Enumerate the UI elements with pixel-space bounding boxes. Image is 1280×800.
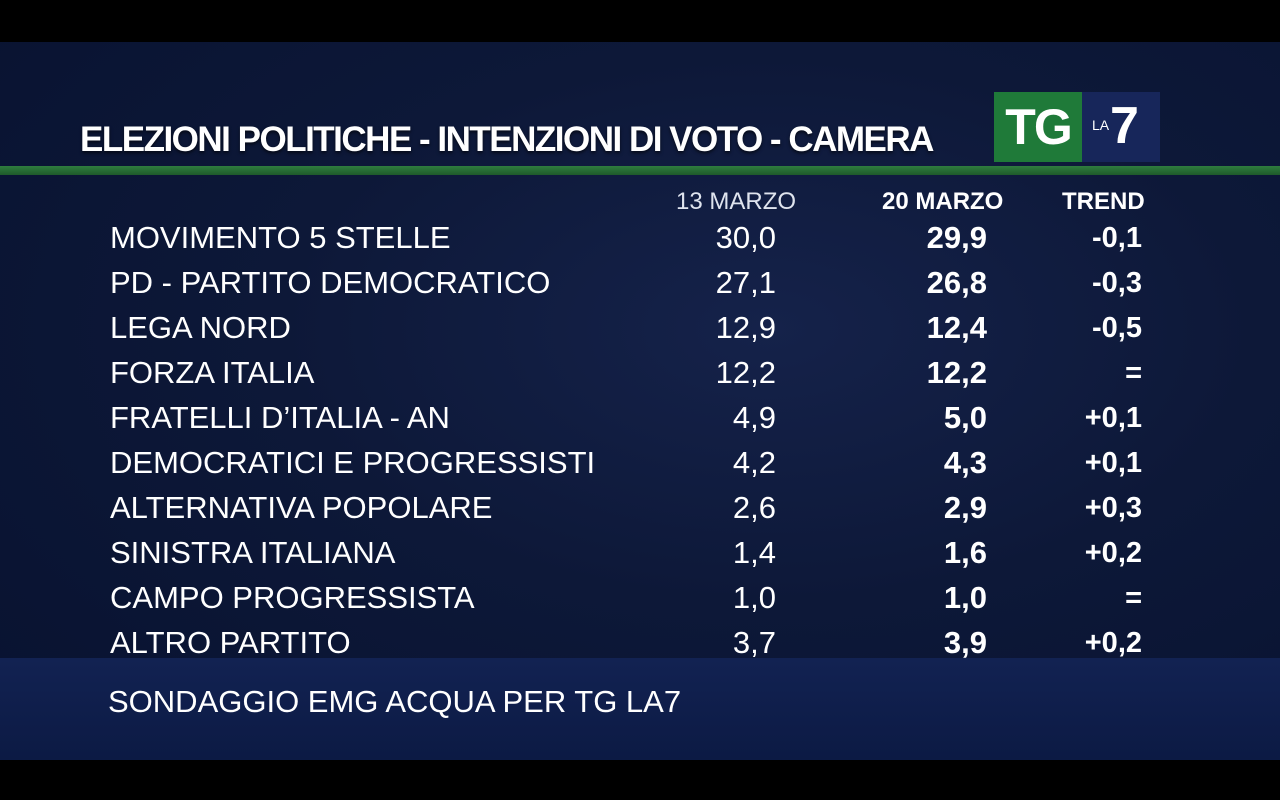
party-name: LEGA NORD (110, 310, 291, 345)
party-name: CAMPO PROGRESSISTA (110, 580, 475, 615)
value-20-marzo: 4,3 (943, 445, 987, 480)
party-name: FORZA ITALIA (110, 355, 315, 390)
footer-bar: SONDAGGIO EMG ACQUA PER TG LA7 (0, 658, 1280, 760)
party-name: DEMOCRATICI E PROGRESSISTI (110, 445, 596, 480)
trend-value: +0,2 (1084, 627, 1142, 659)
party-name: ALTERNATIVA POPOLARE (110, 490, 493, 525)
source-caption: SONDAGGIO EMG ACQUA PER TG LA7 (108, 684, 682, 719)
logo-la: LA (1092, 117, 1110, 133)
table-row: SINISTRA ITALIANA 1,4 1,6 +0,2 (0, 531, 1280, 576)
table-row: ALTERNATIVA POPOLARE 2,6 2,9 +0,3 (0, 486, 1280, 531)
party-name: ALTRO PARTITO (110, 625, 351, 660)
value-13-marzo: 2,6 (732, 490, 776, 525)
trend-value: +0,3 (1084, 492, 1142, 524)
trend-value: -0,3 (1092, 267, 1142, 299)
value-13-marzo: 4,9 (732, 400, 776, 435)
trend-value: +0,1 (1084, 447, 1142, 479)
value-20-marzo: 2,9 (943, 490, 987, 525)
value-13-marzo: 12,9 (715, 310, 776, 345)
party-name: PD - PARTITO DEMOCRATICO (110, 265, 551, 300)
table-row: DEMOCRATICI E PROGRESSISTI 4,2 4,3 +0,1 (0, 441, 1280, 486)
value-13-marzo: 1,0 (732, 580, 776, 615)
value-13-marzo: 3,7 (732, 625, 776, 660)
trend-value: +0,2 (1084, 537, 1142, 569)
party-name: FRATELLI D’ITALIA - AN (110, 400, 450, 435)
table-row: PD - PARTITO DEMOCRATICO 27,1 26,8 -0,3 (0, 261, 1280, 306)
page-title: ELEZIONI POLITICHE - INTENZIONI DI VOTO … (80, 120, 934, 159)
value-20-marzo: 29,9 (926, 220, 987, 255)
value-13-marzo: 27,1 (715, 265, 776, 300)
logo-7: 7 (1110, 97, 1139, 155)
column-header-13-marzo: 13 MARZO (676, 188, 797, 215)
party-name: SINISTRA ITALIANA (110, 535, 396, 570)
value-20-marzo: 1,0 (943, 580, 987, 615)
table-row: CAMPO PROGRESSISTA 1,0 1,0 = (0, 576, 1280, 621)
trend-value: -0,5 (1092, 312, 1142, 344)
header-divider (0, 166, 1280, 175)
broadcast-screen: ELEZIONI POLITICHE - INTENZIONI DI VOTO … (0, 42, 1280, 760)
tg-la7-logo: TG LA 7 (994, 92, 1160, 162)
poll-table: 13 MARZO 20 MARZO TREND MOVIMENTO 5 STEL… (0, 42, 1280, 702)
party-name: MOVIMENTO 5 STELLE (110, 220, 451, 255)
value-13-marzo: 12,2 (715, 355, 776, 390)
value-20-marzo: 1,6 (943, 535, 987, 570)
table-row: LEGA NORD 12,9 12,4 -0,5 (0, 306, 1280, 351)
value-13-marzo: 4,2 (732, 445, 776, 480)
value-20-marzo: 12,4 (926, 310, 987, 345)
trend-value: -0,1 (1092, 222, 1142, 254)
column-header-trend: TREND (1062, 188, 1145, 215)
table-row: FRATELLI D’ITALIA - AN 4,9 5,0 +0,1 (0, 396, 1280, 441)
value-20-marzo: 5,0 (943, 400, 987, 435)
logo-tg: TG (994, 92, 1082, 162)
logo-la7: LA 7 (1082, 92, 1160, 162)
trend-value: +0,1 (1084, 402, 1142, 434)
column-header-20-marzo: 20 MARZO (882, 188, 1004, 215)
trend-value: = (1125, 357, 1142, 389)
value-20-marzo: 3,9 (943, 625, 987, 660)
value-13-marzo: 30,0 (715, 220, 776, 255)
table-row: FORZA ITALIA 12,2 12,2 = (0, 351, 1280, 396)
trend-value: = (1125, 582, 1142, 614)
table-row: MOVIMENTO 5 STELLE 30,0 29,9 -0,1 (0, 216, 1280, 261)
value-20-marzo: 12,2 (926, 355, 987, 390)
table-row: ALTRO PARTITO 3,7 3,9 +0,2 (0, 621, 1280, 666)
value-20-marzo: 26,8 (926, 265, 987, 300)
value-13-marzo: 1,4 (732, 535, 776, 570)
